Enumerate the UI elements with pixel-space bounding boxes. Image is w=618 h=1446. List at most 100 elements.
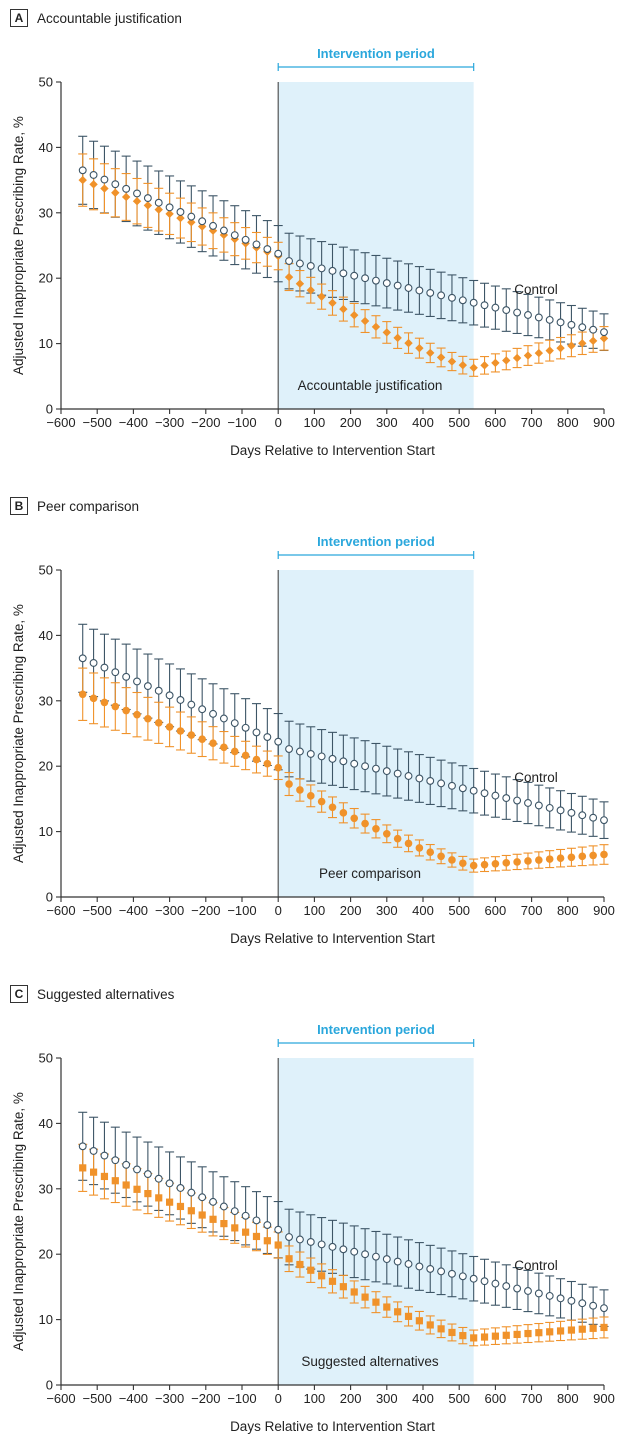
intervention-point — [187, 1207, 195, 1215]
y-tick-label: 0 — [46, 402, 53, 417]
x-tick-label: −600 — [46, 903, 75, 918]
x-tick-label: −600 — [46, 415, 75, 430]
intervention-point — [491, 859, 500, 868]
control-point — [534, 801, 543, 810]
x-axis-title: Days Relative to Intervention Start — [230, 1419, 435, 1434]
intervention-point — [480, 1333, 489, 1341]
intervention-point — [567, 853, 576, 862]
control-point — [404, 284, 413, 292]
control-point — [578, 1299, 587, 1308]
control-point — [111, 668, 120, 677]
intervention-point — [578, 852, 587, 861]
intervention-point — [556, 343, 565, 353]
x-tick-label: −500 — [83, 903, 112, 918]
control-point — [469, 298, 478, 307]
control-point — [600, 328, 608, 337]
x-tick-label: −200 — [191, 415, 220, 430]
control-point — [198, 217, 207, 226]
intervention-point — [383, 1303, 391, 1311]
control-point — [545, 803, 554, 812]
x-tick-label: −100 — [227, 903, 256, 918]
intervention-point — [187, 731, 196, 739]
control-point — [306, 261, 315, 270]
control-point — [219, 226, 228, 235]
control-point — [415, 774, 424, 783]
y-tick-label: 50 — [39, 1051, 53, 1066]
control-point — [545, 1291, 554, 1300]
control-point — [567, 808, 576, 817]
intervention-point — [535, 856, 543, 864]
control-point — [89, 658, 98, 667]
intervention-point — [328, 1277, 337, 1285]
intervention-point — [371, 322, 381, 332]
control-point — [589, 1301, 598, 1310]
intervention-point — [306, 792, 315, 800]
intervention-point — [393, 834, 402, 843]
intervention-point — [133, 1185, 141, 1193]
intervention-point — [306, 286, 315, 295]
intervention-point — [111, 1177, 119, 1185]
x-tick-label: 100 — [304, 415, 326, 430]
y-axis-title: Adjusted Inappropriate Prescribing Rate,… — [11, 116, 26, 375]
control-point — [143, 1170, 152, 1179]
chart-b-plot: Intervention period 0 10 20 30 40 50 −600 −500 −4… — [11, 534, 615, 946]
y-tick-label: 20 — [39, 1247, 53, 1262]
x-tick-label: 800 — [557, 415, 579, 430]
x-tick-label: 800 — [557, 903, 579, 918]
panel-name: Suggested alternatives — [37, 986, 175, 1002]
control-point — [415, 1262, 424, 1271]
control-point — [480, 789, 489, 798]
y-tick-label: 40 — [39, 628, 53, 643]
y-tick-label: 0 — [46, 1378, 53, 1393]
control-point — [165, 691, 174, 700]
y-axis-title: Adjusted Inappropriate Prescribing Rate,… — [11, 604, 26, 863]
intervention-point — [339, 809, 348, 817]
intervention-point — [89, 180, 98, 189]
x-axis-title: Days Relative to Intervention Start — [230, 443, 435, 458]
intervention-shade — [278, 1058, 474, 1385]
intervention-point — [176, 727, 185, 735]
control-point — [567, 1296, 576, 1305]
control-point — [165, 1179, 174, 1188]
control-point — [513, 308, 522, 317]
intervention-point — [523, 351, 533, 360]
intervention-point — [285, 780, 293, 788]
intervention-point — [274, 763, 283, 772]
control-point — [480, 301, 489, 310]
control-point — [578, 323, 587, 332]
x-tick-label: −400 — [119, 1391, 148, 1406]
x-tick-label: 600 — [485, 415, 507, 430]
intervention-point — [546, 1328, 554, 1336]
y-axis-title: Adjusted Inappropriate Prescribing Rate,… — [11, 1092, 26, 1351]
intervention-point — [121, 192, 131, 202]
intervention-point — [589, 851, 597, 860]
control-point — [350, 759, 359, 768]
intervention-point — [437, 1325, 445, 1333]
control-point — [100, 175, 109, 184]
intervention-point — [318, 1272, 326, 1280]
intervention-shade — [278, 82, 474, 409]
intervention-point — [339, 1283, 347, 1291]
intervention-point — [437, 852, 445, 861]
control-point — [295, 747, 304, 756]
intervention-point — [284, 272, 294, 282]
control-point — [524, 311, 532, 319]
intervention-point — [252, 1232, 261, 1241]
control-point — [491, 791, 500, 800]
control-point — [589, 813, 598, 822]
panel-b-title: B Peer comparison — [10, 496, 139, 516]
control-point — [556, 1294, 565, 1303]
x-tick-label: −100 — [227, 415, 256, 430]
x-tick-label: 600 — [485, 1391, 507, 1406]
intervention-shade — [278, 570, 474, 897]
x-tick-label: 400 — [412, 903, 434, 918]
intervention-point — [89, 694, 98, 703]
intervention-point — [524, 1329, 532, 1338]
intervention-point — [415, 844, 424, 852]
intervention-point — [78, 175, 87, 185]
x-tick-label: −500 — [83, 415, 112, 430]
control-point — [263, 1221, 272, 1229]
intervention-point — [502, 356, 511, 365]
y-tick-label: 50 — [39, 75, 53, 90]
control-point — [295, 259, 304, 268]
